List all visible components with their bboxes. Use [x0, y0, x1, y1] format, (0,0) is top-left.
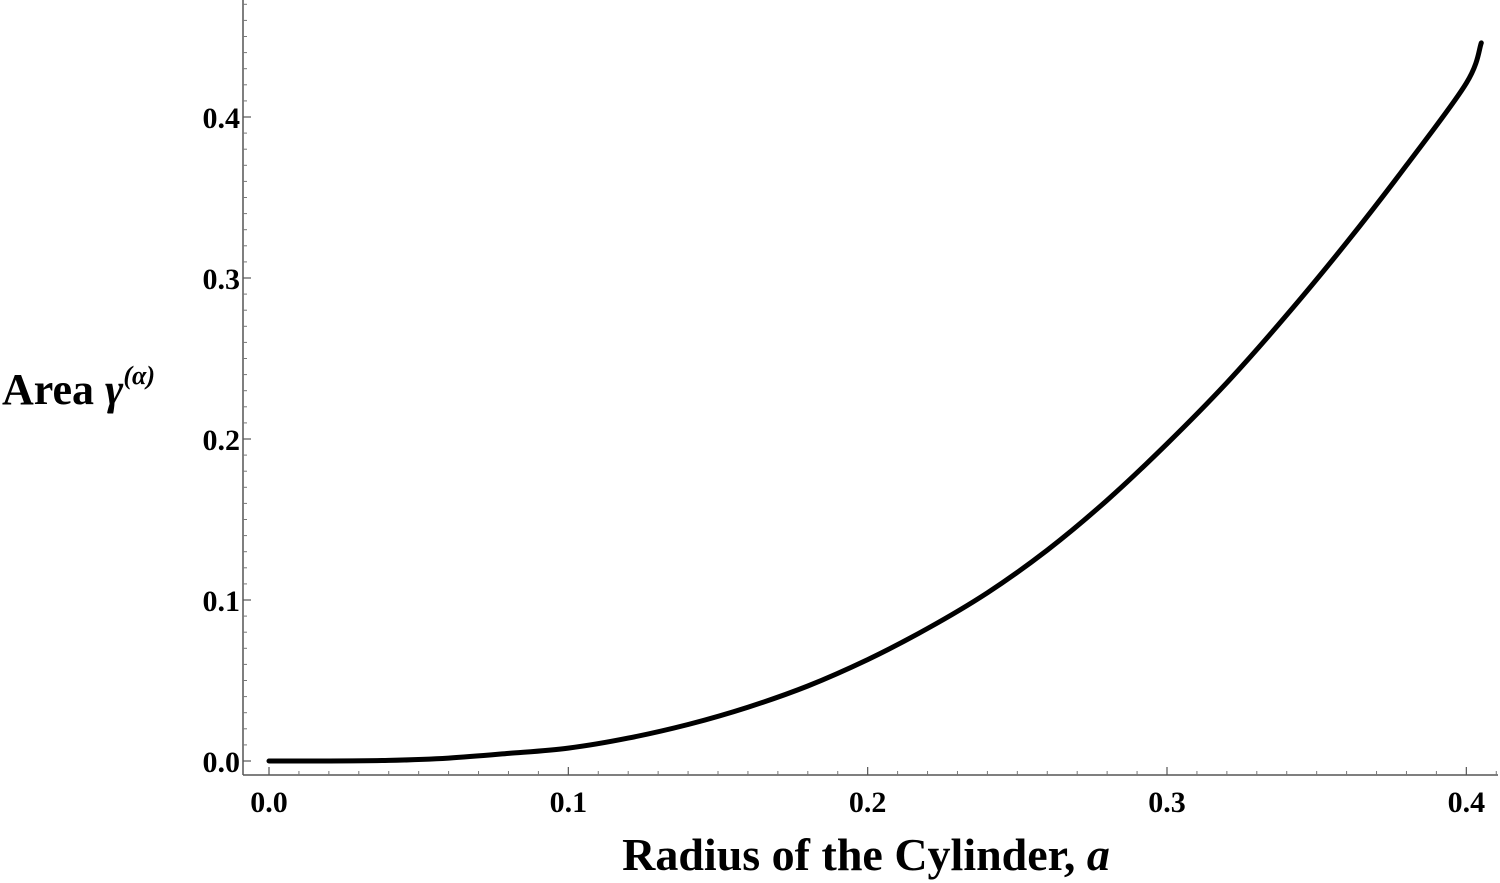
x-tick-label: 0.4 — [1448, 786, 1486, 819]
axes-frame — [242, 0, 1498, 776]
y-tick-label: 0.2 — [203, 424, 241, 457]
y-tick-label: 0.4 — [203, 102, 241, 135]
x-tick-label: 0.0 — [250, 786, 288, 819]
y-tick-label: 0.0 — [203, 746, 241, 779]
x-tick-label: 0.2 — [849, 786, 887, 819]
series-line — [266, 40, 1484, 764]
x-tick-label: 0.1 — [550, 786, 588, 819]
axis-ticks — [243, 3, 1497, 775]
y-axis-title-variable: γ — [105, 365, 124, 414]
x-axis-title: Radius of the Cylinder, a — [622, 829, 1110, 880]
x-axis-title-variable: a — [1087, 829, 1110, 880]
y-tick-label: 0.3 — [203, 263, 241, 296]
x-tick-label: 0.3 — [1148, 786, 1186, 819]
x-axis-title-text: Radius of the Cylinder, — [622, 829, 1087, 880]
tick-labels: 0.0 0.1 0.2 0.3 0.4 0.0 0.1 0.2 0.3 0.4 — [203, 102, 1486, 819]
y-axis-title-superscript: (α) — [123, 361, 155, 390]
y-axis-title-text: Area — [2, 365, 105, 414]
y-axis-title: Area γ(α) — [2, 361, 155, 414]
y-tick-label: 0.1 — [203, 585, 241, 618]
series-layer — [266, 40, 1484, 764]
